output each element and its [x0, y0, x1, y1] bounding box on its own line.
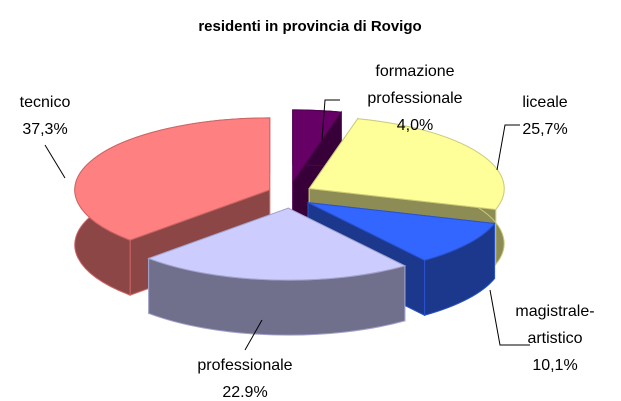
slice-label: professionale [197, 357, 292, 374]
value-label: 37,3% [22, 121, 67, 138]
leader-line [244, 319, 263, 351]
slice [74, 117, 271, 241]
chart-title: residenti in provincia di Rovigo [198, 18, 421, 35]
value-label: 25,7% [522, 121, 567, 138]
slice [308, 118, 505, 211]
value-label: 22.9% [222, 384, 267, 401]
slice [292, 109, 343, 184]
leader-line [496, 124, 520, 171]
slice-label: magistrale-artistico [515, 303, 594, 347]
slice [147, 207, 407, 281]
slice [307, 202, 496, 261]
leader-line [321, 99, 340, 141]
value-label: 10,1% [532, 357, 577, 374]
slice-label: liceale [522, 94, 567, 111]
leader-line [489, 289, 530, 346]
slice [147, 207, 407, 336]
value-label: 4,0% [397, 117, 433, 134]
slice-label: tecnico [20, 94, 71, 111]
slice-label: formazione professionale [367, 63, 462, 107]
leader-line [44, 144, 66, 179]
